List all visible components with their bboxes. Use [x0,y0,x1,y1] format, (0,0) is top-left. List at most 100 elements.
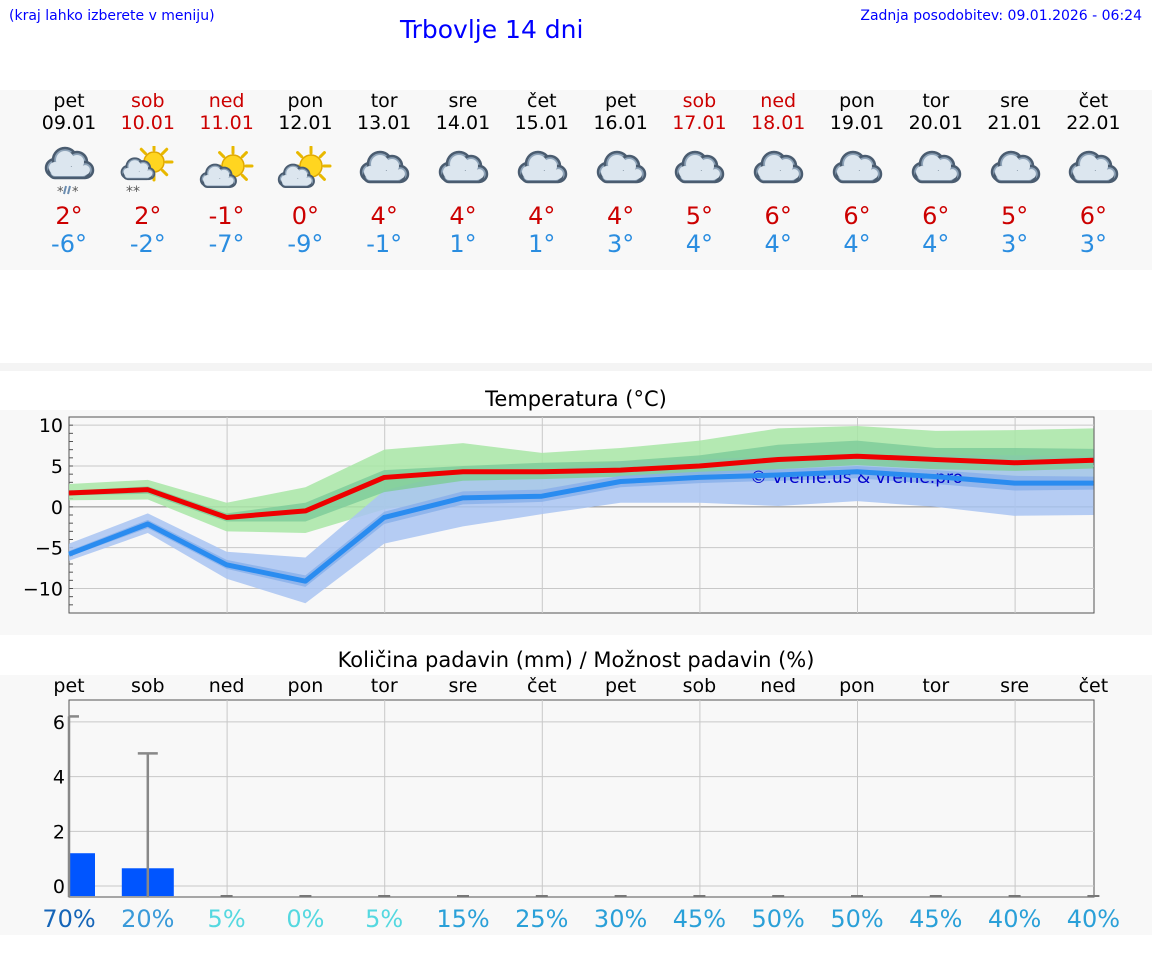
day-date: 09.01 [41,112,97,134]
precipitation-chart-title: Količina padavin (mm) / Možnost padavin … [337,648,815,672]
precip-probability: 30% [594,905,647,933]
min-temp-line-point [462,497,464,499]
temp-min: 3° [1079,230,1108,258]
x-category-label: ned [760,675,796,697]
day-date: 21.01 [987,112,1042,134]
cloud-icon [596,150,646,184]
precip-probability: 50% [752,905,805,933]
location-hint-link[interactable]: (kraj lahko izberete v meniju) [9,8,215,24]
page-title: Trbovlje 14 dni [400,15,584,44]
svg-text:**: ** [126,184,140,198]
svg-text:*: * [57,185,64,198]
day-date: 11.01 [199,112,254,134]
min-temp-line-point [226,564,228,566]
x-category-label: čet [1079,675,1109,697]
max-temp-line-point [147,489,149,491]
y-tick-label: 6 [53,712,65,734]
forecast-day: pon 19.01 6° 4° [817,90,897,258]
temp-min: 4° [922,230,950,258]
divider [0,363,1152,371]
temp-max: 4° [449,202,477,230]
x-category-label: sob [683,675,717,697]
forecast-day: pon 12.01 0° -9° [265,90,345,258]
temp-max: 6° [922,202,950,230]
forecast-day: ned 18.01 6° 4° [738,90,818,258]
x-category-label: pet [605,675,636,697]
max-temp-line-point [1092,459,1094,461]
cloud-icon [753,150,804,184]
precip-probability: 70% [42,905,95,933]
max-temp-line-point [935,458,937,460]
day-name: čet [527,90,557,112]
temperature-chart-title: Temperatura (°C) [485,387,667,411]
temp-max: 6° [764,202,792,230]
forecast-day: pet 16.01 4° 3° [581,90,661,258]
forecast-day: sre 14.01 4° 1° [423,90,503,258]
day-date: 22.01 [1066,112,1121,134]
temp-min: -6° [51,230,87,258]
cloud-icon [990,150,1040,184]
temp-min: 4° [764,230,792,258]
cloud-icon [517,150,568,184]
max-temp-line-point [462,471,464,473]
temp-min: 3° [1000,230,1029,258]
y-tick-label: 0 [51,497,63,519]
max-temp-line-point [620,469,622,471]
sun-cloud-icon [199,146,254,188]
temp-min: 1° [449,230,477,258]
min-temp-line-point [856,471,858,473]
x-category-label: čet [527,675,557,697]
temp-min: -9° [287,230,324,258]
precip-probability: 25% [515,905,568,933]
max-temp-line-point [1014,462,1016,464]
max-temp-line-point [383,476,385,478]
cloud-icon [675,150,725,184]
day-name: čet [1078,90,1109,112]
precip-probability: 50% [830,905,883,933]
temp-max: 0° [291,202,320,230]
min-temp-line-point [935,476,937,478]
temp-max: 5° [1000,202,1029,230]
min-temp-line-point [304,580,306,582]
precip-probability: 5% [365,905,403,933]
cloud-snow-icon: * * [44,146,95,198]
x-category-label: sre [449,675,478,697]
day-date: 19.01 [829,112,885,134]
min-temp-line-point [541,495,543,497]
x-category-label: pon [839,675,875,697]
day-date: 13.01 [356,112,412,134]
precip-probability: 45% [909,905,962,933]
temp-min: -2° [129,230,166,258]
day-date: 12.01 [278,112,333,134]
day-name: pet [604,90,637,112]
temp-max: 4° [606,202,635,230]
min-temp-line [68,469,1094,584]
temp-max: 2° [55,202,83,230]
temp-max: 2° [134,202,162,230]
day-name: tor [370,90,398,112]
last-updated: Zadnja posodobitev: 09.01.2026 - 06:24 [860,8,1142,24]
temp-max: 6° [1079,202,1108,230]
max-temp-line-point [541,471,543,473]
plot-area [68,699,1095,898]
svg-text:*: * [72,185,79,198]
day-name: ned [208,90,245,112]
cloud-icon [911,150,962,184]
temp-min: 4° [843,230,871,258]
cloud-icon [1069,150,1119,184]
max-temp-line-point [856,455,858,457]
x-category-label: sob [131,675,165,697]
forecast-day: pet 09.01 * * 2° -6° [29,90,109,258]
temp-max: 4° [528,202,556,230]
day-name: sre [1000,90,1030,112]
day-date: 17.01 [672,112,727,134]
y-tick-label: −5 [35,538,63,560]
forecast-day: ned 11.01 -1° -7° [187,90,267,258]
temp-min: 1° [528,230,556,258]
day-name: sob [682,90,717,112]
min-temp-line-point [1014,482,1016,484]
min-temp-line-point [698,476,700,478]
day-date: 16.01 [593,112,648,134]
day-name: ned [760,90,797,112]
x-category-label: pet [53,675,84,697]
